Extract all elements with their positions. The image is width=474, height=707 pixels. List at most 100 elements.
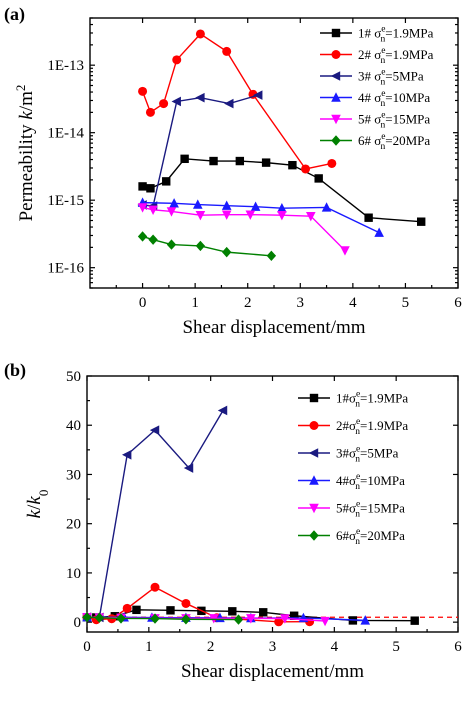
legend-item: 3#σe n=5MPa [298, 445, 399, 465]
x-tick-label: 0 [83, 639, 91, 655]
y-tick-label: 20 [66, 517, 81, 533]
y-tick-label: 1E-13 [47, 58, 84, 74]
data-point [148, 205, 158, 216]
legend-marker [309, 421, 319, 430]
data-point [195, 92, 205, 103]
data-point [183, 463, 194, 473]
legend-marker [309, 503, 319, 514]
series-4 [137, 197, 384, 237]
x-tick-label: 2 [244, 295, 252, 311]
legend-item: 5#σe n=15MPa [298, 500, 405, 520]
y-tick-label: 0 [74, 615, 82, 631]
data-point [266, 250, 277, 261]
x-axis-title: Shear displacement/mm [181, 661, 364, 682]
data-point [162, 177, 171, 186]
panel-label: (a) [4, 4, 25, 25]
legend-item: 2#σe n=1.9MPa [298, 417, 408, 437]
data-point [277, 210, 287, 221]
data-point [116, 613, 126, 624]
legend-label: 5#σe n=15MPa [336, 500, 405, 520]
legend-marker [308, 448, 319, 458]
data-point [94, 612, 105, 623]
legend-label: 1#σe n=1.9MPa [336, 390, 408, 410]
data-point [195, 29, 205, 39]
data-point [195, 210, 206, 221]
data-point [280, 614, 290, 624]
data-point [301, 164, 311, 174]
data-point [289, 611, 299, 620]
data-point [148, 234, 158, 245]
data-point [169, 198, 179, 208]
legend-item: 6# σe n=20MPa [320, 132, 430, 152]
data-point [277, 203, 287, 213]
legend-label: 3#σe n=5MPa [336, 445, 399, 465]
data-point [340, 246, 350, 256]
data-point [138, 86, 148, 96]
legend-marker [331, 92, 341, 102]
data-point [149, 425, 160, 435]
data-point [250, 201, 261, 211]
legend-marker [331, 114, 341, 125]
data-point [166, 606, 175, 615]
legend-label: 1# σe n=1.9MPa [358, 25, 434, 45]
data-point [82, 612, 92, 623]
data-point [235, 156, 245, 166]
x-tick-label: 1 [145, 639, 153, 655]
series-2 [138, 29, 337, 174]
x-tick-label: 2 [207, 639, 215, 655]
legend-label: 6#σe n=20MPa [336, 527, 405, 547]
panel-a: (a) 0 1 2 3 4 5 6 1E-16 1E-15 1E-14 1E-13 Shear disp… [4, 4, 462, 338]
data-point [137, 231, 148, 242]
data-point [195, 240, 206, 252]
data-point [321, 202, 332, 212]
legend-item: 1# σe n=1.9MPa [320, 25, 434, 45]
y-tick-label: 50 [66, 369, 81, 385]
y-axis-title: k/k0 [24, 490, 51, 519]
y-tick-label: 30 [66, 467, 81, 483]
series-line [142, 201, 380, 234]
data-point [122, 603, 132, 613]
data-point [274, 617, 284, 627]
x-tick-label: 3 [297, 295, 305, 311]
data-point [417, 217, 426, 226]
series-5 [137, 203, 350, 256]
x-tick-label: 1 [191, 295, 199, 311]
data-point [233, 614, 244, 625]
data-point [145, 107, 155, 117]
data-point [181, 614, 191, 625]
series-line [142, 94, 259, 207]
data-point [228, 607, 237, 616]
y-tick-label: 10 [66, 566, 81, 582]
legend-item: 4#σe n=10MPa [298, 472, 405, 492]
legend-item: 2# σe n=1.9MPa [320, 46, 434, 66]
x-tick-label: 5 [402, 295, 410, 311]
data-point [121, 449, 132, 460]
data-point [221, 200, 232, 210]
panel-label: (b) [4, 360, 26, 381]
series-line [142, 235, 272, 257]
data-point [327, 158, 337, 168]
legend: 1#σe n=1.9MPa 2#σe n=1.9MPa 3#σe n=5MPa 4#σe n=… [298, 390, 408, 547]
panel-b: (b) 0 1 2 3 4 5 6 0 10 20 30 40 50 Shear displacement/… [4, 360, 462, 682]
legend-marker [331, 28, 341, 38]
data-point [137, 203, 148, 213]
data-point [192, 199, 203, 209]
x-tick-label: 6 [454, 639, 462, 655]
legend-label: 2# σe n=1.9MPa [358, 46, 434, 66]
data-point [245, 210, 256, 220]
data-point [150, 582, 160, 592]
series-6 [82, 612, 244, 625]
data-point [221, 246, 232, 258]
legend-item: 3# σe n=5MPa [320, 68, 424, 88]
y-tick-label: 1E-16 [47, 261, 84, 277]
x-axis-title: Shear displacement/mm [182, 317, 365, 338]
x-tick-label: 4 [349, 295, 357, 311]
data-point [261, 158, 271, 167]
data-point [314, 174, 323, 183]
legend-label: 2#σe n=1.9MPa [336, 417, 408, 437]
legend-label: 6# σe n=20MPa [358, 132, 430, 152]
data-point [146, 184, 155, 193]
data-point [217, 405, 228, 416]
y-axis-title: Permeability k/m2 [13, 85, 38, 222]
